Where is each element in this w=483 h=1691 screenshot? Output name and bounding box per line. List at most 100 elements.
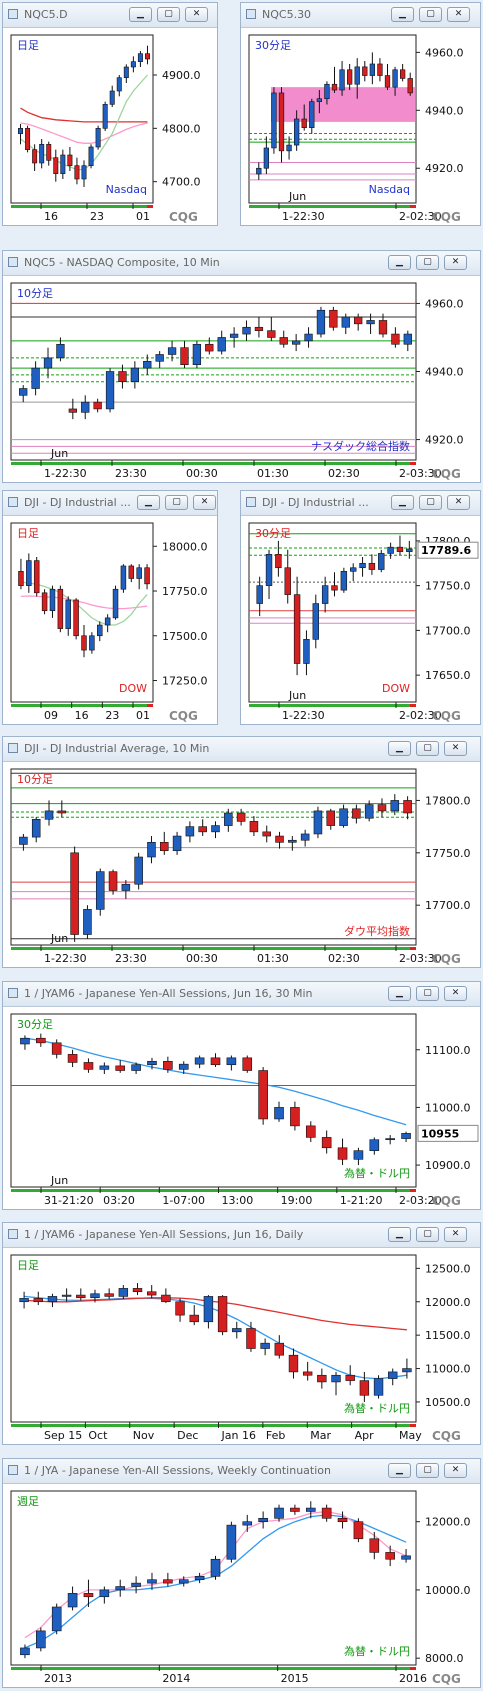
close-button[interactable]: ✕: [444, 1463, 467, 1478]
candle-body: [130, 61, 136, 68]
candle-body: [407, 78, 413, 94]
candle-body: [123, 66, 129, 78]
candle-body: [167, 347, 177, 355]
chart-window-dji-10min[interactable]: DJI - DJ Industrial Average, 10 Min ▁ ▢ …: [2, 736, 481, 968]
chart-window-nasdaq-10min[interactable]: NQC5 - NASDAQ Composite, 10 Min ▁ ▢ ✕ 49…: [2, 250, 481, 483]
candle-body: [337, 1517, 348, 1523]
candle-body: [19, 836, 28, 845]
x-tick-label: 02:30: [328, 467, 360, 480]
maximize-button[interactable]: ▢: [157, 7, 180, 22]
minimize-button[interactable]: ▁: [388, 1227, 411, 1242]
chart-canvas: 4920.0 4940.0 4960.0 1-22:30 23:30 00:30 01:30…: [10, 282, 479, 481]
candle-body: [401, 1555, 411, 1560]
window-title: DJI - DJ Industrial ...: [262, 496, 369, 509]
candle-body: [369, 63, 376, 76]
maximize-button[interactable]: ▢: [416, 255, 439, 270]
candle-body: [226, 1057, 237, 1066]
close-button[interactable]: ✕: [444, 986, 467, 1001]
candle-body: [115, 1586, 126, 1591]
chart-window-jyam6-30min[interactable]: 1 / JYAM6 - Japanese Yen-All Sessions, J…: [2, 981, 481, 1210]
candle-body: [352, 808, 361, 819]
chart-window-dji-30min[interactable]: DJI - DJ Industrial ... ▁ ▢ ✕ 17650.0 177…: [240, 490, 481, 725]
maximize-button[interactable]: ▢: [416, 986, 439, 1001]
minimize-button[interactable]: ▁: [137, 495, 160, 510]
chart-window-dji-daily[interactable]: DJI - DJ Industrial ... ▁ ▢ ✕ 17250.0 175…: [2, 490, 218, 725]
candle-body: [74, 165, 80, 180]
x-tick-label: 2-03:30: [399, 952, 442, 965]
candle-body: [350, 567, 357, 572]
minimize-button[interactable]: ▁: [388, 1463, 411, 1478]
window-titlebar[interactable]: NQC5.30 ▁ ▢ ✕: [241, 3, 480, 28]
window-titlebar[interactable]: NQC5.D ▁ ▢ ✕: [3, 3, 217, 28]
candle-body: [68, 408, 77, 413]
candle-body: [271, 92, 277, 149]
minimize-button[interactable]: ▁: [391, 7, 414, 22]
candle-body: [57, 588, 64, 629]
price-axis: [417, 769, 479, 945]
time-axis-end-marker: [147, 205, 153, 208]
window-titlebar[interactable]: 1 / JYAM6 - Japanese Yen-All Sessions, J…: [3, 982, 480, 1007]
close-button[interactable]: ✕: [444, 1227, 467, 1242]
y-tick-label: 17250.0: [162, 675, 208, 688]
candle-body: [18, 571, 24, 586]
time-axis-end-marker: [410, 1189, 416, 1192]
candle-body: [302, 1371, 313, 1376]
chart-window-nqc5-30min[interactable]: NQC5.30 ▁ ▢ ✕ 4920.0 4940.0 4960.0 1-22:30 2…: [240, 2, 481, 226]
y-tick-label: 10500.0: [425, 1396, 471, 1409]
candle-body: [279, 337, 288, 345]
candle-body: [317, 1374, 327, 1383]
maximize-button[interactable]: ▢: [165, 495, 188, 510]
candle-body: [326, 810, 336, 826]
chart-window-nqc5-daily[interactable]: NQC5.D ▁ ▢ ✕ 4700.0 4800.0 4900.0 16 23 01 日足 N…: [2, 2, 218, 226]
chart-window-icon: [8, 9, 18, 19]
candle-body: [46, 144, 52, 161]
candle-body: [57, 810, 67, 814]
window-titlebar[interactable]: 1 / JYAM6 - Japanese Yen-All Sessions, J…: [3, 1223, 480, 1248]
cqg-logo: CQG: [432, 210, 461, 224]
minimize-button[interactable]: ▁: [388, 255, 411, 270]
window-title: NQC5 - NASDAQ Composite, 10 Min: [24, 256, 220, 269]
candle-body: [61, 1294, 72, 1297]
chart-window-jyam6-daily[interactable]: 1 / JYAM6 - Japanese Yen-All Sessions, J…: [2, 1222, 481, 1445]
x-tick-label: 1-22:30: [44, 952, 87, 965]
window-titlebar[interactable]: DJI - DJ Industrial ... ▁ ▢ ✕: [241, 491, 480, 516]
candle-body: [147, 1291, 157, 1296]
candle-body: [399, 69, 406, 79]
close-button[interactable]: ✕: [447, 7, 470, 22]
maximize-button[interactable]: ▢: [419, 7, 442, 22]
maximize-button[interactable]: ▢: [416, 741, 439, 756]
maximize-button[interactable]: ▢: [419, 495, 442, 510]
chart-window-jya-weekly[interactable]: 1 / JYA - Japanese Yen-All Sessions, Wee…: [2, 1458, 481, 1688]
window-titlebar[interactable]: DJI - DJ Industrial Average, 10 Min ▁ ▢ …: [3, 737, 480, 762]
close-button[interactable]: ✕: [444, 741, 467, 756]
close-button[interactable]: ✕: [185, 7, 208, 22]
candle-body: [316, 309, 326, 335]
close-button[interactable]: ✕: [444, 255, 467, 270]
x-tick-label: 01:30: [257, 467, 289, 480]
candle-body: [403, 333, 412, 345]
window-titlebar[interactable]: NQC5 - NASDAQ Composite, 10 Min ▁ ▢ ✕: [3, 251, 480, 276]
candle-body: [131, 1582, 141, 1587]
timeframe-label: 10分足: [17, 773, 53, 786]
candle-body: [260, 1342, 270, 1349]
cqg-logo: CQG: [169, 210, 198, 224]
candle-body: [274, 1107, 284, 1120]
window-titlebar[interactable]: 1 / JYA - Japanese Yen-All Sessions, Wee…: [3, 1459, 480, 1484]
minimize-button[interactable]: ▁: [388, 986, 411, 1001]
x-tick-label: Jan 16: [221, 1429, 256, 1442]
time-axis-bar: [11, 1189, 416, 1192]
close-button[interactable]: ✕: [193, 495, 216, 510]
maximize-button[interactable]: ▢: [416, 1227, 439, 1242]
y-tick-label: 12500.0: [425, 1262, 471, 1275]
maximize-button[interactable]: ▢: [416, 1463, 439, 1478]
candle-body: [377, 804, 387, 812]
cqg-logo: CQG: [432, 709, 461, 723]
minimize-button[interactable]: ▁: [391, 495, 414, 510]
window-titlebar[interactable]: DJI - DJ Industrial ... ▁ ▢ ✕: [3, 491, 217, 516]
minimize-button[interactable]: ▁: [129, 7, 152, 22]
window-title: NQC5.30: [262, 8, 312, 21]
candle-body: [102, 104, 108, 129]
close-button[interactable]: ✕: [447, 495, 470, 510]
candle-body: [324, 83, 330, 100]
minimize-button[interactable]: ▁: [388, 741, 411, 756]
